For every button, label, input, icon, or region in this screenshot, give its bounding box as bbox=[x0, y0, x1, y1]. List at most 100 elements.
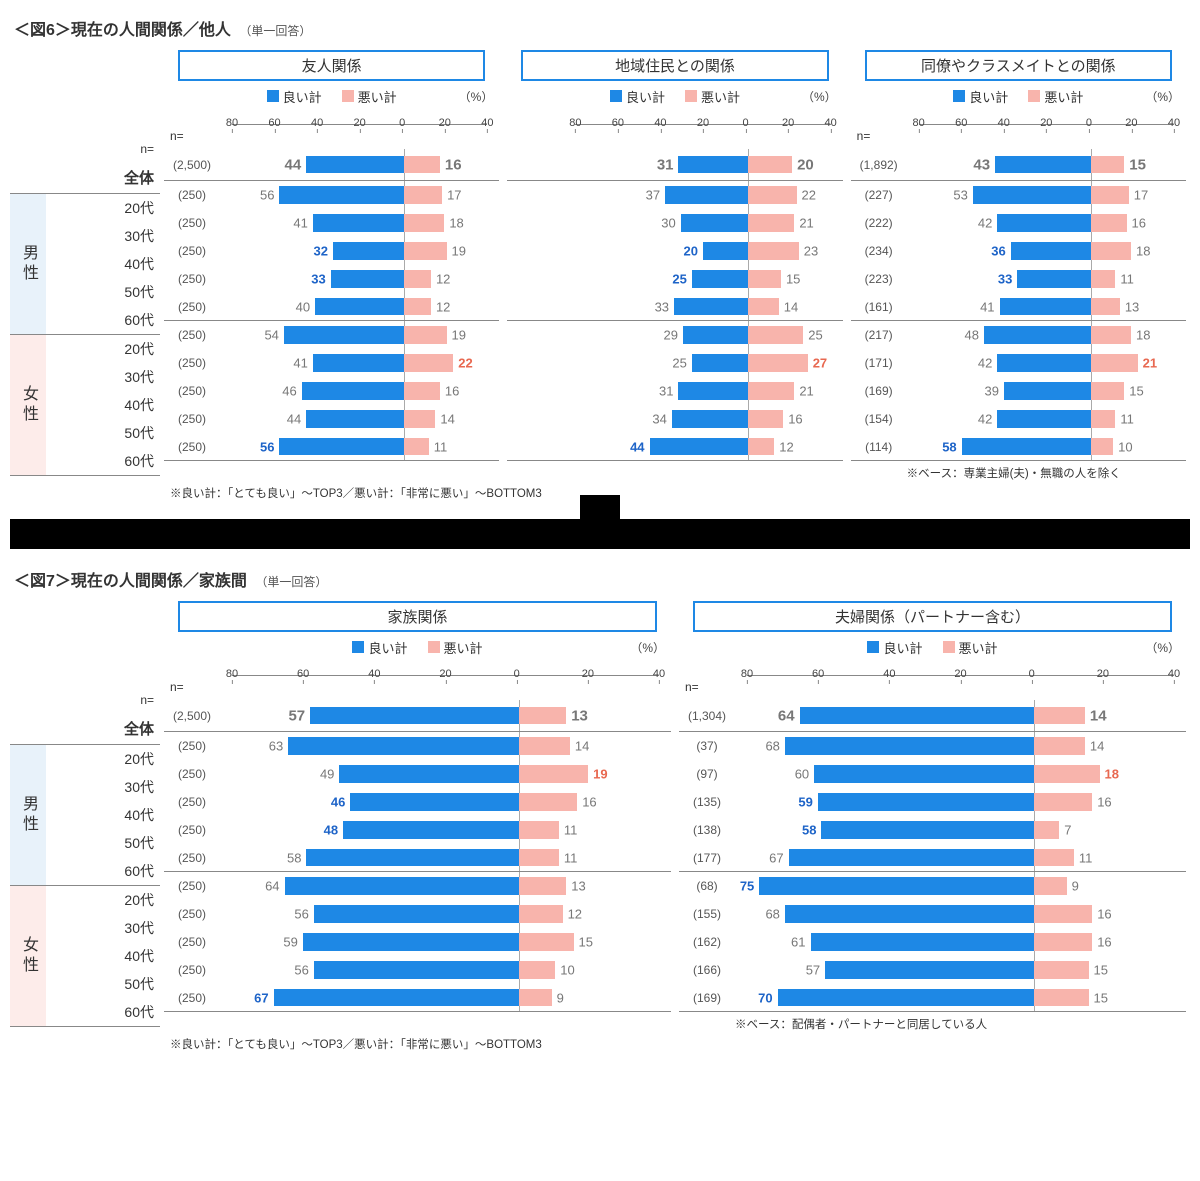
good-bar bbox=[314, 905, 519, 923]
good-bar bbox=[962, 438, 1091, 455]
good-bar bbox=[674, 298, 748, 315]
bad-label: 22 bbox=[797, 188, 816, 203]
bad-bar bbox=[404, 270, 431, 288]
good-label: 57 bbox=[806, 963, 825, 978]
age-label: 50代 bbox=[46, 419, 160, 447]
bad-bar bbox=[519, 905, 563, 923]
n-value: (250) bbox=[164, 412, 220, 426]
bad-label: 16 bbox=[1092, 795, 1111, 810]
n-value: (250) bbox=[164, 244, 220, 258]
bad-label: 20 bbox=[792, 156, 814, 173]
female-label: 女性 bbox=[10, 886, 46, 1026]
bad-bar bbox=[1034, 877, 1067, 895]
good-bar bbox=[789, 849, 1034, 866]
bad-bar bbox=[1091, 326, 1131, 344]
chart-panel: 家族関係良い計悪い計（%）8060402002040n=(2,500)5713(… bbox=[160, 601, 675, 1032]
good-label: 46 bbox=[282, 384, 301, 399]
legend-good: 良い計 bbox=[368, 638, 407, 657]
n-value: (2,500) bbox=[164, 158, 220, 172]
good-bar bbox=[678, 156, 747, 173]
n-value: (250) bbox=[164, 767, 220, 781]
good-label: 20 bbox=[684, 244, 703, 259]
age-label: 60代 bbox=[46, 857, 160, 885]
bad-label: 17 bbox=[1129, 188, 1148, 203]
bad-bar bbox=[748, 438, 775, 455]
n-value: (234) bbox=[851, 244, 907, 258]
legend-bad: 悪い計 bbox=[1044, 87, 1083, 106]
good-label: 44 bbox=[285, 156, 307, 173]
good-bar bbox=[284, 326, 404, 344]
bad-label: 18 bbox=[1100, 767, 1119, 782]
bad-bar bbox=[1034, 793, 1093, 811]
good-label: 58 bbox=[287, 850, 306, 865]
legend-good: 良い計 bbox=[283, 87, 322, 106]
bad-label: 12 bbox=[431, 299, 450, 314]
bad-label: 13 bbox=[566, 707, 588, 724]
good-bar bbox=[678, 382, 747, 400]
n-value: (1,304) bbox=[679, 709, 735, 723]
male-label: 男性 bbox=[10, 194, 46, 334]
n-value: (250) bbox=[164, 440, 220, 454]
good-bar bbox=[310, 707, 519, 724]
legend-good: 良い計 bbox=[626, 87, 665, 106]
good-bar bbox=[759, 877, 1033, 895]
bad-label: 19 bbox=[447, 328, 466, 343]
n-value: (166) bbox=[679, 963, 735, 977]
n-value: (37) bbox=[679, 739, 735, 753]
good-bar bbox=[1011, 242, 1091, 260]
panel-title: 夫婦関係（パートナー含む） bbox=[693, 601, 1172, 632]
bad-label: 15 bbox=[1089, 990, 1108, 1005]
good-bar bbox=[778, 989, 1034, 1006]
n-value: (223) bbox=[851, 272, 907, 286]
bad-label: 14 bbox=[779, 299, 798, 314]
good-label: 56 bbox=[260, 439, 279, 454]
bad-label: 11 bbox=[1074, 850, 1093, 865]
good-label: 68 bbox=[765, 739, 784, 754]
good-label: 44 bbox=[630, 439, 649, 454]
bad-label: 15 bbox=[1089, 963, 1108, 978]
bad-label: 21 bbox=[1138, 356, 1157, 371]
male-label: 男性 bbox=[10, 745, 46, 885]
bad-bar bbox=[748, 326, 804, 344]
good-label: 54 bbox=[264, 328, 283, 343]
bad-bar bbox=[519, 765, 589, 783]
figure-title: ＜図6＞現在の人間関係／他人 （単一回答） bbox=[14, 16, 1190, 40]
good-bar bbox=[1017, 270, 1091, 288]
good-bar bbox=[665, 186, 747, 204]
bad-bar bbox=[404, 438, 429, 455]
good-bar bbox=[288, 737, 518, 755]
bad-bar bbox=[1091, 186, 1129, 204]
chart-panel: 夫婦関係（パートナー含む）良い計悪い計（%）8060402002040n=(1,… bbox=[675, 601, 1190, 1032]
age-label: 30代 bbox=[46, 773, 160, 801]
bad-bar bbox=[1034, 765, 1100, 783]
pct-label: （%） bbox=[1145, 639, 1180, 656]
good-bar bbox=[313, 214, 404, 232]
age-label: 50代 bbox=[46, 278, 160, 306]
age-label: 60代 bbox=[46, 447, 160, 475]
good-label: 42 bbox=[978, 356, 997, 371]
bad-bar bbox=[748, 186, 797, 204]
good-label: 41 bbox=[980, 299, 999, 314]
bad-bar bbox=[748, 270, 781, 288]
good-bar bbox=[339, 765, 518, 783]
bad-label: 19 bbox=[588, 767, 607, 782]
bad-label: 25 bbox=[803, 328, 822, 343]
panel-footnote: ※ベース：配偶者・パートナーと同居している人 bbox=[735, 1016, 1186, 1032]
good-label: 67 bbox=[254, 990, 273, 1005]
bad-bar bbox=[1091, 354, 1138, 372]
bad-label: 16 bbox=[440, 156, 462, 173]
panel-title: 友人関係 bbox=[178, 50, 485, 81]
age-label: 60代 bbox=[46, 306, 160, 334]
panel-footnote: ※ベース：専業主婦(夫)・無職の人を除く bbox=[907, 465, 1186, 481]
good-bar bbox=[315, 298, 404, 315]
n-value: (250) bbox=[164, 879, 220, 893]
good-bar bbox=[800, 707, 1034, 724]
section-divider bbox=[10, 519, 1190, 549]
bad-label: 15 bbox=[1124, 384, 1143, 399]
good-label: 75 bbox=[740, 879, 759, 894]
good-bar bbox=[814, 765, 1034, 783]
bad-bar bbox=[1034, 933, 1093, 951]
n-value: (135) bbox=[679, 795, 735, 809]
bad-bar bbox=[519, 877, 567, 895]
n-value: (169) bbox=[679, 991, 735, 1005]
